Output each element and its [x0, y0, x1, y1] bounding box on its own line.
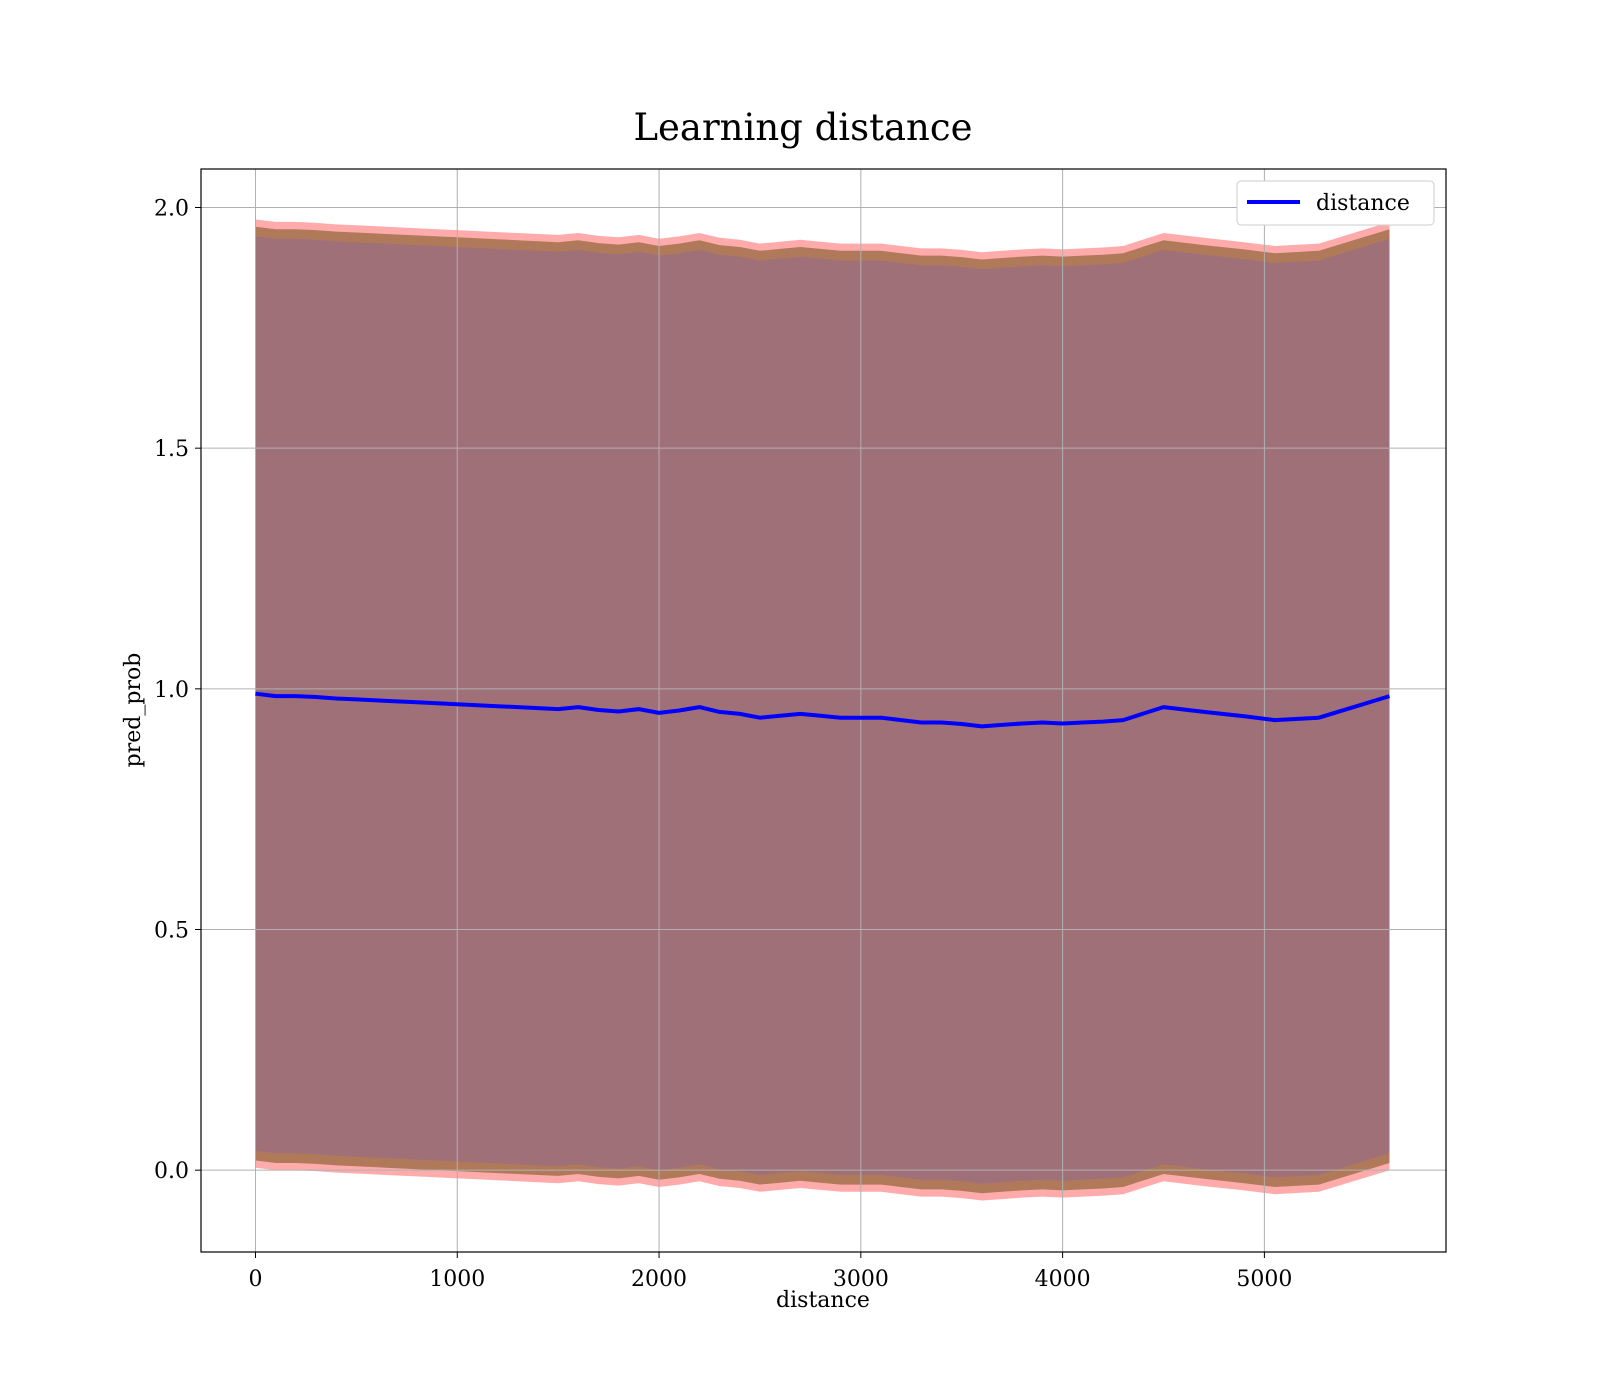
- plot-frame: [200, 168, 1447, 1253]
- y-tick-label: 1.0: [154, 678, 189, 703]
- chart-title: Learning distance: [633, 106, 972, 149]
- y-axis-label: pred_prob: [121, 653, 146, 768]
- legend-frame: [1236, 180, 1435, 226]
- y-axis: 0.0 0.5 1.0 1.5 2.0: [154, 197, 201, 1184]
- x-axis: 0 1000 2000 3000 4000 5000: [248, 1252, 1292, 1292]
- x-tick-label: 5000: [1236, 1267, 1292, 1292]
- series-line-distance: [255, 691, 1391, 729]
- band-inner: [255, 236, 1390, 1184]
- x-tick-label: 0: [248, 1267, 262, 1292]
- legend: distance: [1236, 180, 1435, 226]
- y-tick-label: 0.5: [154, 919, 189, 944]
- y-tick-label: 2.0: [154, 197, 189, 222]
- x-tick-label: 2000: [631, 1267, 687, 1292]
- y-tick-label: 0.0: [154, 1159, 189, 1184]
- legend-label-distance: distance: [1316, 191, 1410, 216]
- x-axis-label: distance: [776, 1288, 870, 1313]
- y-tick-label: 1.5: [154, 437, 189, 462]
- x-tick-label: 3000: [833, 1267, 889, 1292]
- x-tick-label: 1000: [429, 1267, 485, 1292]
- x-tick-label: 4000: [1035, 1267, 1091, 1292]
- plot-area: [201, 169, 1446, 1252]
